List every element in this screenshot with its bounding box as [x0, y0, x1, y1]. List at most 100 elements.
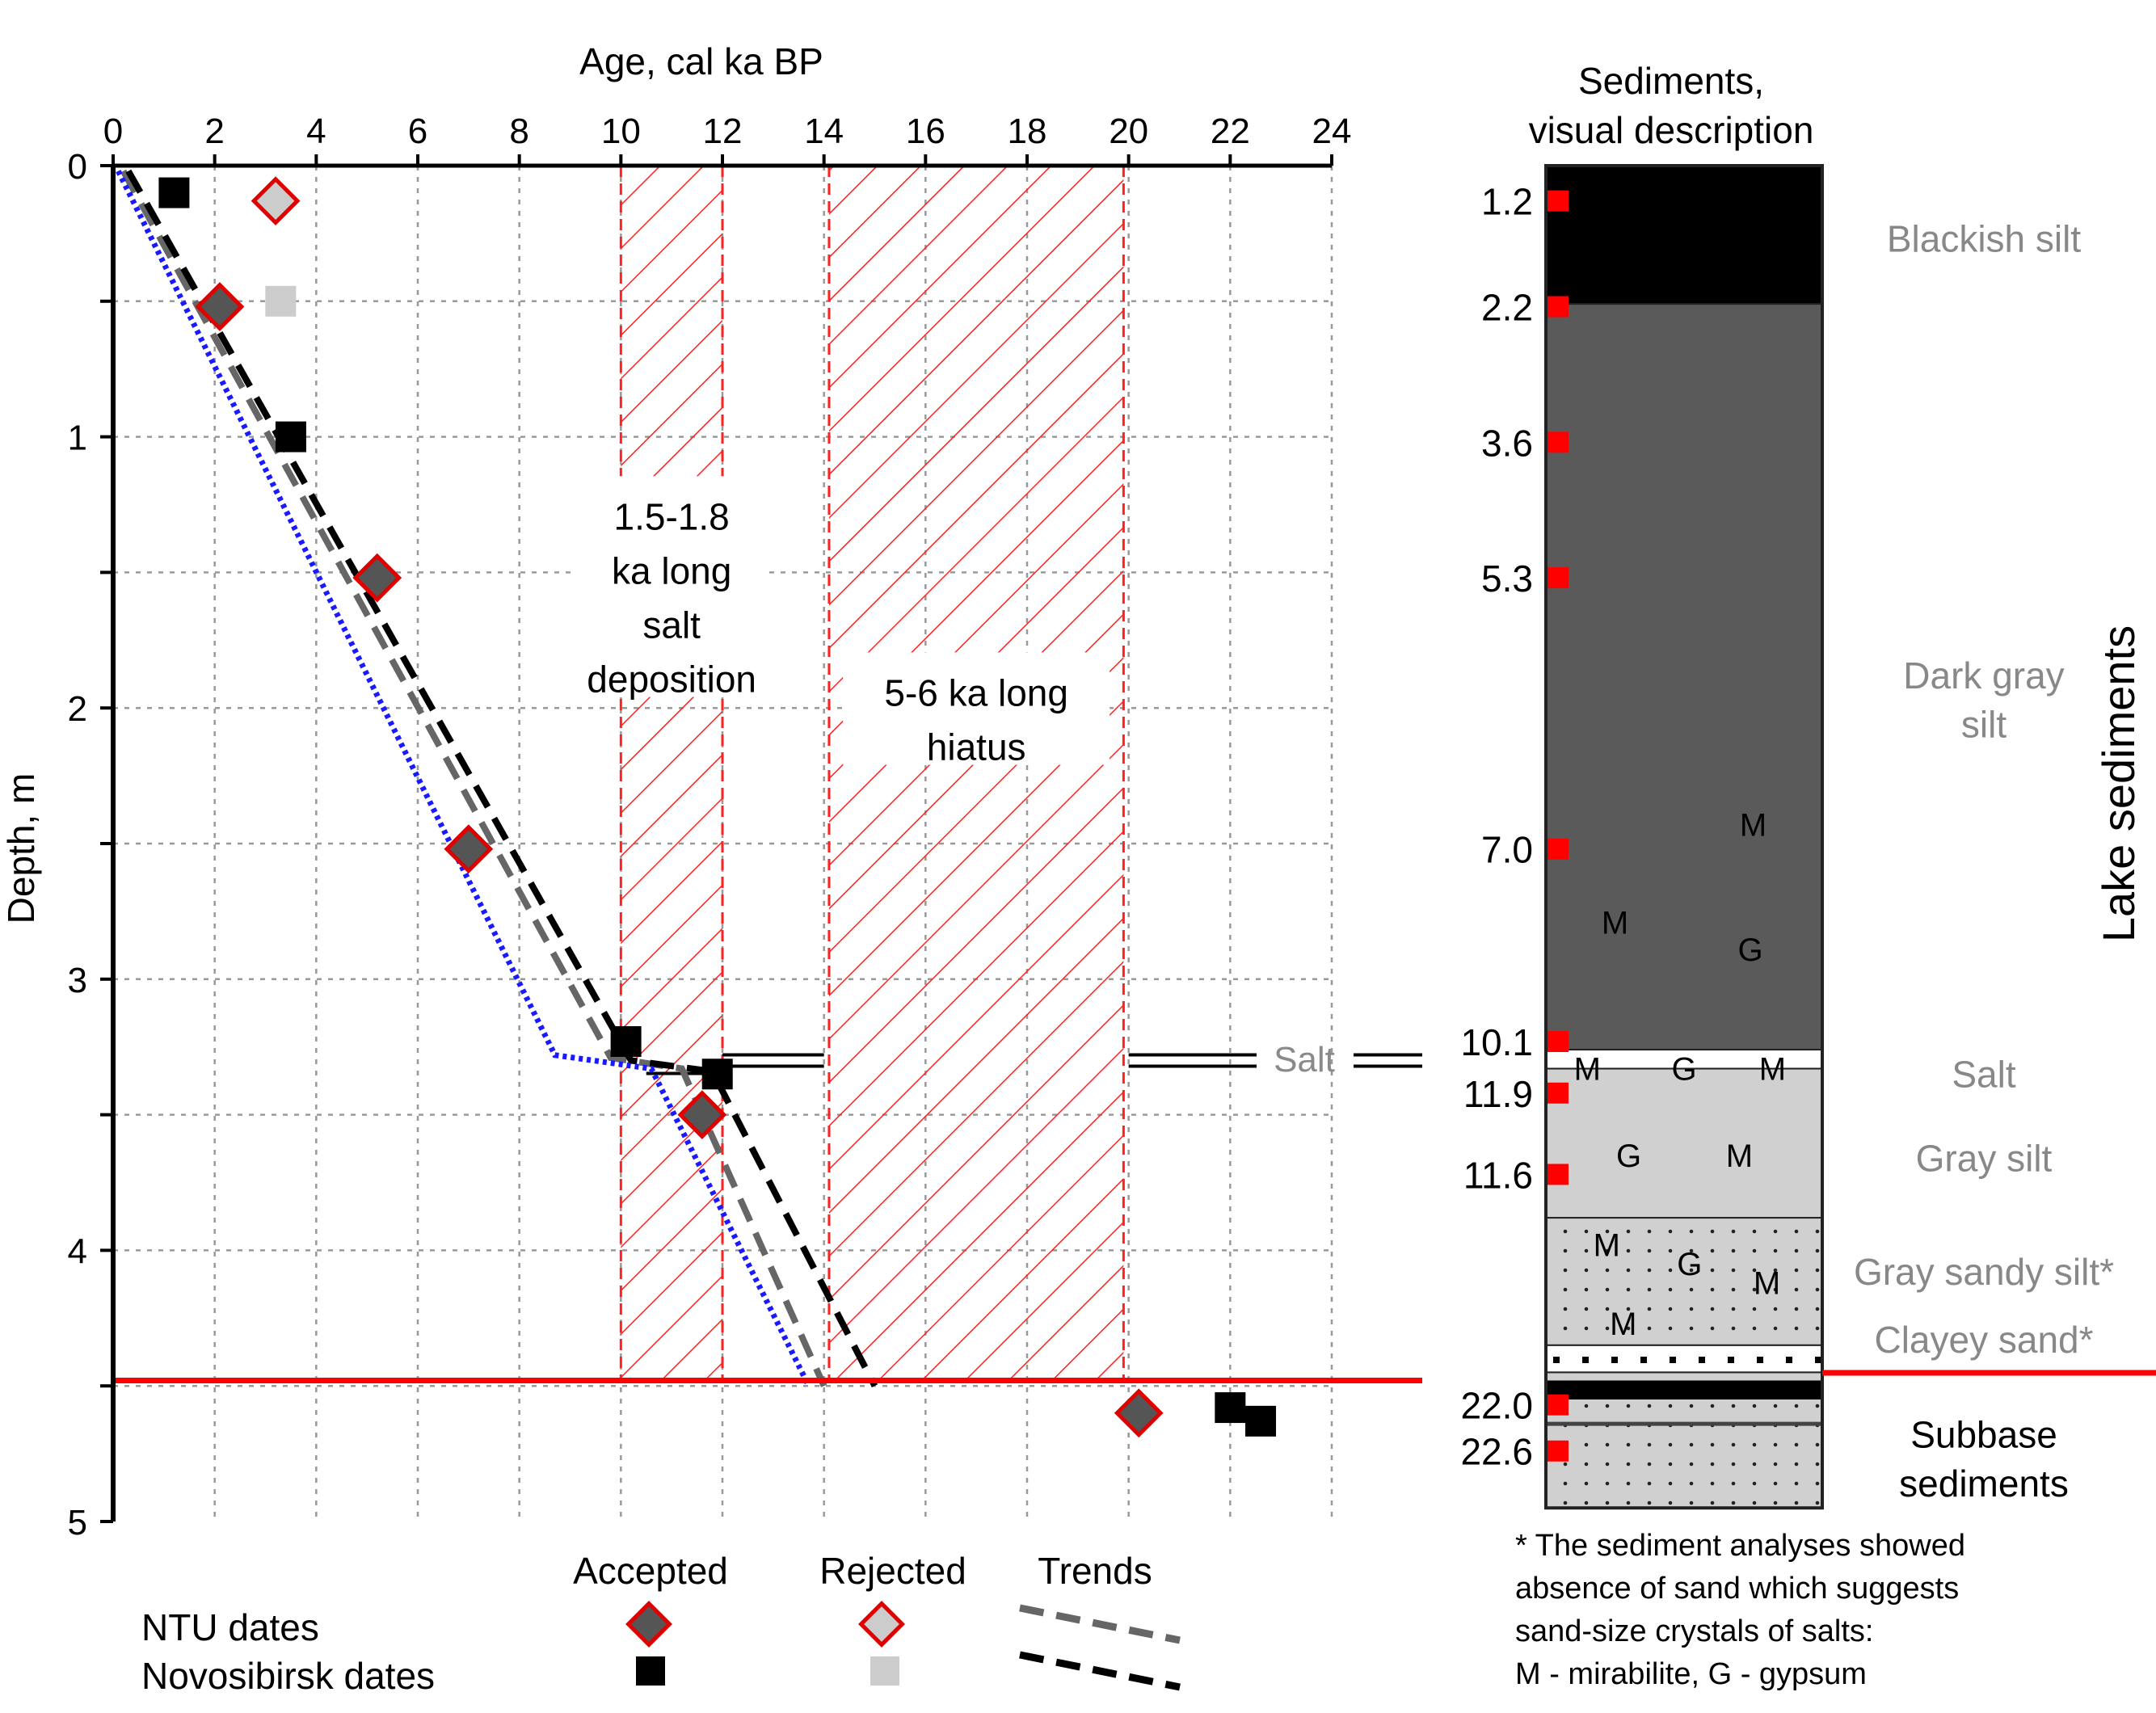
- x-tick-label: 12: [703, 112, 743, 151]
- interval-label-line: salt: [642, 604, 701, 646]
- x-axis-title: Age, cal ka BP: [579, 40, 823, 82]
- legend-row-ntu: NTU dates: [141, 1606, 319, 1648]
- novosibirsk-date-point: [610, 1025, 642, 1057]
- footnote-line-4: M - mirabilite, G - gypsum: [1515, 1657, 1867, 1691]
- mineral-mark: M: [1574, 1052, 1601, 1088]
- x-tick-label: 6: [408, 112, 427, 151]
- sample-marker: [1548, 838, 1569, 860]
- ntu-date-point: [444, 824, 494, 874]
- trend-lines: [116, 169, 878, 1388]
- sample-depth-label: 7.0: [1481, 829, 1533, 871]
- sample-depth-label: 22.0: [1460, 1385, 1533, 1427]
- sample-depth-label: 11.6: [1463, 1154, 1533, 1196]
- footnote-line-1: * The sediment analyses showed: [1515, 1529, 1965, 1563]
- sediment-layer: [1545, 1067, 1823, 1219]
- interval-label-box: [843, 652, 1110, 765]
- novosibirsk-date-point: [158, 177, 190, 208]
- ntu-date-point: [677, 1090, 727, 1140]
- legend-col-accepted: Accepted: [573, 1550, 728, 1592]
- sample-depth-label: 10.1: [1460, 1021, 1533, 1063]
- sample-marker: [1548, 190, 1569, 212]
- layer-labels: Blackish silt Dark gray silt Salt Gray silt G…: [1854, 218, 2114, 1505]
- column-outline: [1544, 164, 1824, 1510]
- novosibirsk-date-point: [275, 421, 306, 452]
- ntu-date-point: [352, 553, 402, 603]
- salt-layer-markers: [646, 1053, 1422, 1075]
- sample-marker: [1548, 1082, 1569, 1104]
- mineral-mark: G: [1677, 1247, 1702, 1282]
- y-tick-label: 5: [68, 1503, 87, 1543]
- mineral-mark: M: [1610, 1307, 1636, 1342]
- interval-label-box: [575, 476, 769, 697]
- interval-label-line: deposition: [587, 659, 756, 701]
- y-tick-label: 4: [68, 1231, 87, 1271]
- footnote-line-3: sand-size crystals of salts:: [1515, 1614, 1873, 1648]
- legend-col-trends: Trends: [1038, 1550, 1152, 1592]
- mineral-mark: M: [1602, 905, 1628, 941]
- legend-novosibirsk-rejected-marker: [870, 1656, 899, 1686]
- legend: Accepted Rejected Trends NTU dates Novos…: [141, 1550, 1181, 1697]
- layer-label: Gray silt: [1916, 1137, 2053, 1179]
- legend-col-rejected: Rejected: [819, 1550, 966, 1592]
- legend-novosibirsk-trend-line: [1019, 1651, 1181, 1691]
- novosibirsk-date-point: [1215, 1392, 1246, 1424]
- trend-line: [116, 170, 811, 1387]
- footnote-line-2: absence of sand which suggests: [1515, 1572, 1959, 1606]
- interval-hatch: [828, 166, 1124, 1381]
- x-tick-label: 0: [103, 112, 123, 151]
- sample-marker: [1548, 1394, 1569, 1416]
- layer-label: Dark gray: [1903, 654, 2064, 697]
- legend-row-novosibirsk: Novosibirsk dates: [141, 1655, 435, 1697]
- ntu-date-point: [195, 282, 245, 331]
- x-tick-label: 4: [306, 112, 326, 151]
- data-points: [158, 176, 1277, 1438]
- layer-label: Subbase: [1910, 1414, 2057, 1456]
- y-tick-label: 0: [68, 147, 87, 187]
- mineral-mark: G: [1616, 1138, 1641, 1174]
- mineral-mark: G: [1738, 932, 1763, 968]
- mineral-mark: M: [1759, 1052, 1786, 1088]
- interval-label-line: hiatus: [927, 726, 1026, 768]
- sediment-layer: [1545, 1344, 1823, 1374]
- sample-marker: [1548, 567, 1569, 589]
- x-tick-label: 20: [1109, 112, 1148, 151]
- column-header-line-2: visual description: [1529, 109, 1814, 151]
- layer-label: Gray sandy silt*: [1854, 1251, 2114, 1293]
- interval-label-line: 5-6 ka long: [884, 671, 1068, 713]
- interval-label-line: 1.5-1.8: [614, 495, 730, 537]
- layer-label: Salt: [1952, 1053, 2015, 1095]
- x-tick-label: 2: [204, 112, 224, 151]
- mineral-mark: M: [1754, 1266, 1780, 1302]
- novosibirsk-date-point: [265, 285, 297, 317]
- sample-depth-label: 2.2: [1481, 287, 1533, 329]
- layer-label: sediments: [1899, 1463, 2069, 1505]
- sediment-layer: [1545, 303, 1823, 1051]
- layer-label: Blackish silt: [1887, 218, 2082, 260]
- x-tick-label: 24: [1312, 112, 1352, 151]
- trend-line: [125, 169, 878, 1388]
- sample-marker: [1548, 296, 1569, 318]
- sample-depth-label: 22.6: [1460, 1431, 1533, 1473]
- sample-marker: [1548, 1030, 1569, 1052]
- x-tick-label: 10: [601, 112, 641, 151]
- sample-depth-label: 5.3: [1481, 558, 1533, 600]
- novosibirsk-date-point: [701, 1059, 733, 1090]
- interval-labels: 1.5-1.8 ka long salt deposition 5-6 ka long h…: [575, 476, 1110, 768]
- mineral-mark: G: [1671, 1052, 1696, 1088]
- x-tick-label: 22: [1211, 112, 1250, 151]
- sample-depth-label: 3.6: [1481, 422, 1533, 464]
- ntu-date-point: [1114, 1388, 1164, 1438]
- column-header-line-1: Sediments,: [1578, 60, 1764, 102]
- legend-ntu-rejected-marker: [858, 1601, 905, 1648]
- y-axis-title: Depth, m: [0, 773, 42, 924]
- sediment-layer: [1545, 165, 1823, 305]
- sample-marker: [1548, 431, 1569, 453]
- x-tick-label: 14: [804, 112, 844, 151]
- sample-marker: [1548, 1440, 1569, 1462]
- trend-line: [120, 169, 827, 1387]
- y-tick-label: 3: [68, 961, 87, 1000]
- mineral-mark: M: [1726, 1138, 1753, 1174]
- mineral-mark: M: [1740, 808, 1766, 844]
